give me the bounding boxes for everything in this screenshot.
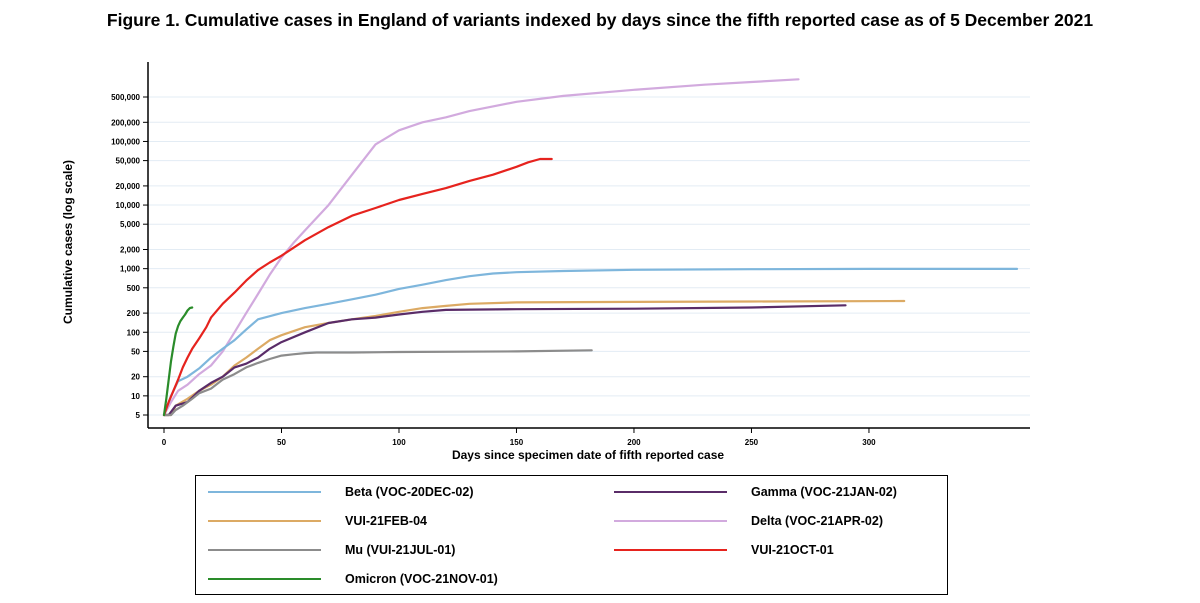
x-tick-label: 250 <box>745 438 759 447</box>
y-tick-label: 1,000 <box>120 265 141 274</box>
y-tick-label: 500,000 <box>111 93 140 102</box>
legend-swatch-omicron <box>208 577 321 581</box>
y-tick-label: 5 <box>136 411 141 420</box>
series-line-mu-vui-21jul-01 <box>162 349 593 417</box>
x-tick-label: 300 <box>862 438 876 447</box>
y-tick-label: 2,000 <box>120 246 141 255</box>
y-tick-label: 10 <box>131 392 140 401</box>
legend-label-mu: Mu (VUI-21JUL-01) <box>345 543 456 557</box>
legend: Beta (VOC-20DEC-02) Gamma (VOC-21JAN-02)… <box>195 475 948 595</box>
x-tick-label: 100 <box>392 438 406 447</box>
legend-item-vui-21feb-04: VUI-21FEB-04 <box>208 511 427 531</box>
x-tick-label: 50 <box>277 438 286 447</box>
y-tick-label: 50 <box>131 347 140 356</box>
series-lines <box>162 78 1019 417</box>
y-tick-label: 500 <box>127 284 141 293</box>
legend-swatch-mu <box>208 548 321 552</box>
legend-swatch-gamma <box>614 490 727 494</box>
y-tick-label: 5,000 <box>120 220 141 229</box>
y-tick-label: 100 <box>127 328 141 337</box>
figure-title: Figure 1. Cumulative cases in England of… <box>106 10 1094 30</box>
x-axis-label: Days since specimen date of fifth report… <box>452 448 724 462</box>
y-tick-label: 20,000 <box>116 182 141 191</box>
series-line-omicron-voc-21nov-01 <box>162 306 194 417</box>
y-tick-label: 50,000 <box>116 157 141 166</box>
y-tick-label: 100,000 <box>111 137 140 146</box>
legend-swatch-delta <box>614 519 727 523</box>
y-tick-label: 10,000 <box>116 201 141 210</box>
series-line-gamma-voc-21jan-02 <box>162 304 847 417</box>
legend-swatch-beta <box>208 490 321 494</box>
legend-item-omicron: Omicron (VOC-21NOV-01) <box>208 569 498 589</box>
y-tick-label: 20 <box>131 373 140 382</box>
tick-labels: 51020501002005001,0002,0005,00010,00020,… <box>111 93 876 447</box>
series-line-beta-voc-20dec-02 <box>162 267 1019 417</box>
y-axis-label: Cumulative cases (log scale) <box>61 160 75 324</box>
axes <box>143 62 1030 433</box>
y-tick-label: 200,000 <box>111 118 140 127</box>
legend-label-gamma: Gamma (VOC-21JAN-02) <box>751 485 897 499</box>
legend-item-vui-21oct-01: VUI-21OCT-01 <box>614 540 834 560</box>
x-tick-label: 0 <box>162 438 167 447</box>
legend-swatch-vui-21oct-01 <box>614 548 727 552</box>
legend-item-delta: Delta (VOC-21APR-02) <box>614 511 883 531</box>
legend-item-mu: Mu (VUI-21JUL-01) <box>208 540 455 560</box>
y-tick-label: 200 <box>127 309 141 318</box>
legend-label-delta: Delta (VOC-21APR-02) <box>751 514 883 528</box>
series-line-delta-voc-21apr-02 <box>162 78 800 417</box>
line-chart: 51020501002005001,0002,0005,00010,00020,… <box>61 62 1030 462</box>
legend-item-gamma: Gamma (VOC-21JAN-02) <box>614 482 897 502</box>
legend-label-omicron: Omicron (VOC-21NOV-01) <box>345 572 498 586</box>
x-tick-label: 200 <box>627 438 641 447</box>
x-tick-label: 150 <box>510 438 524 447</box>
legend-item-beta: Beta (VOC-20DEC-02) <box>208 482 474 502</box>
legend-label-vui-21oct-01: VUI-21OCT-01 <box>751 543 834 557</box>
series-line-vui-21oct-01 <box>162 157 553 417</box>
legend-swatch-vui-21feb-04 <box>208 519 321 523</box>
legend-label-vui-21feb-04: VUI-21FEB-04 <box>345 514 427 528</box>
legend-label-beta: Beta (VOC-20DEC-02) <box>345 485 474 499</box>
